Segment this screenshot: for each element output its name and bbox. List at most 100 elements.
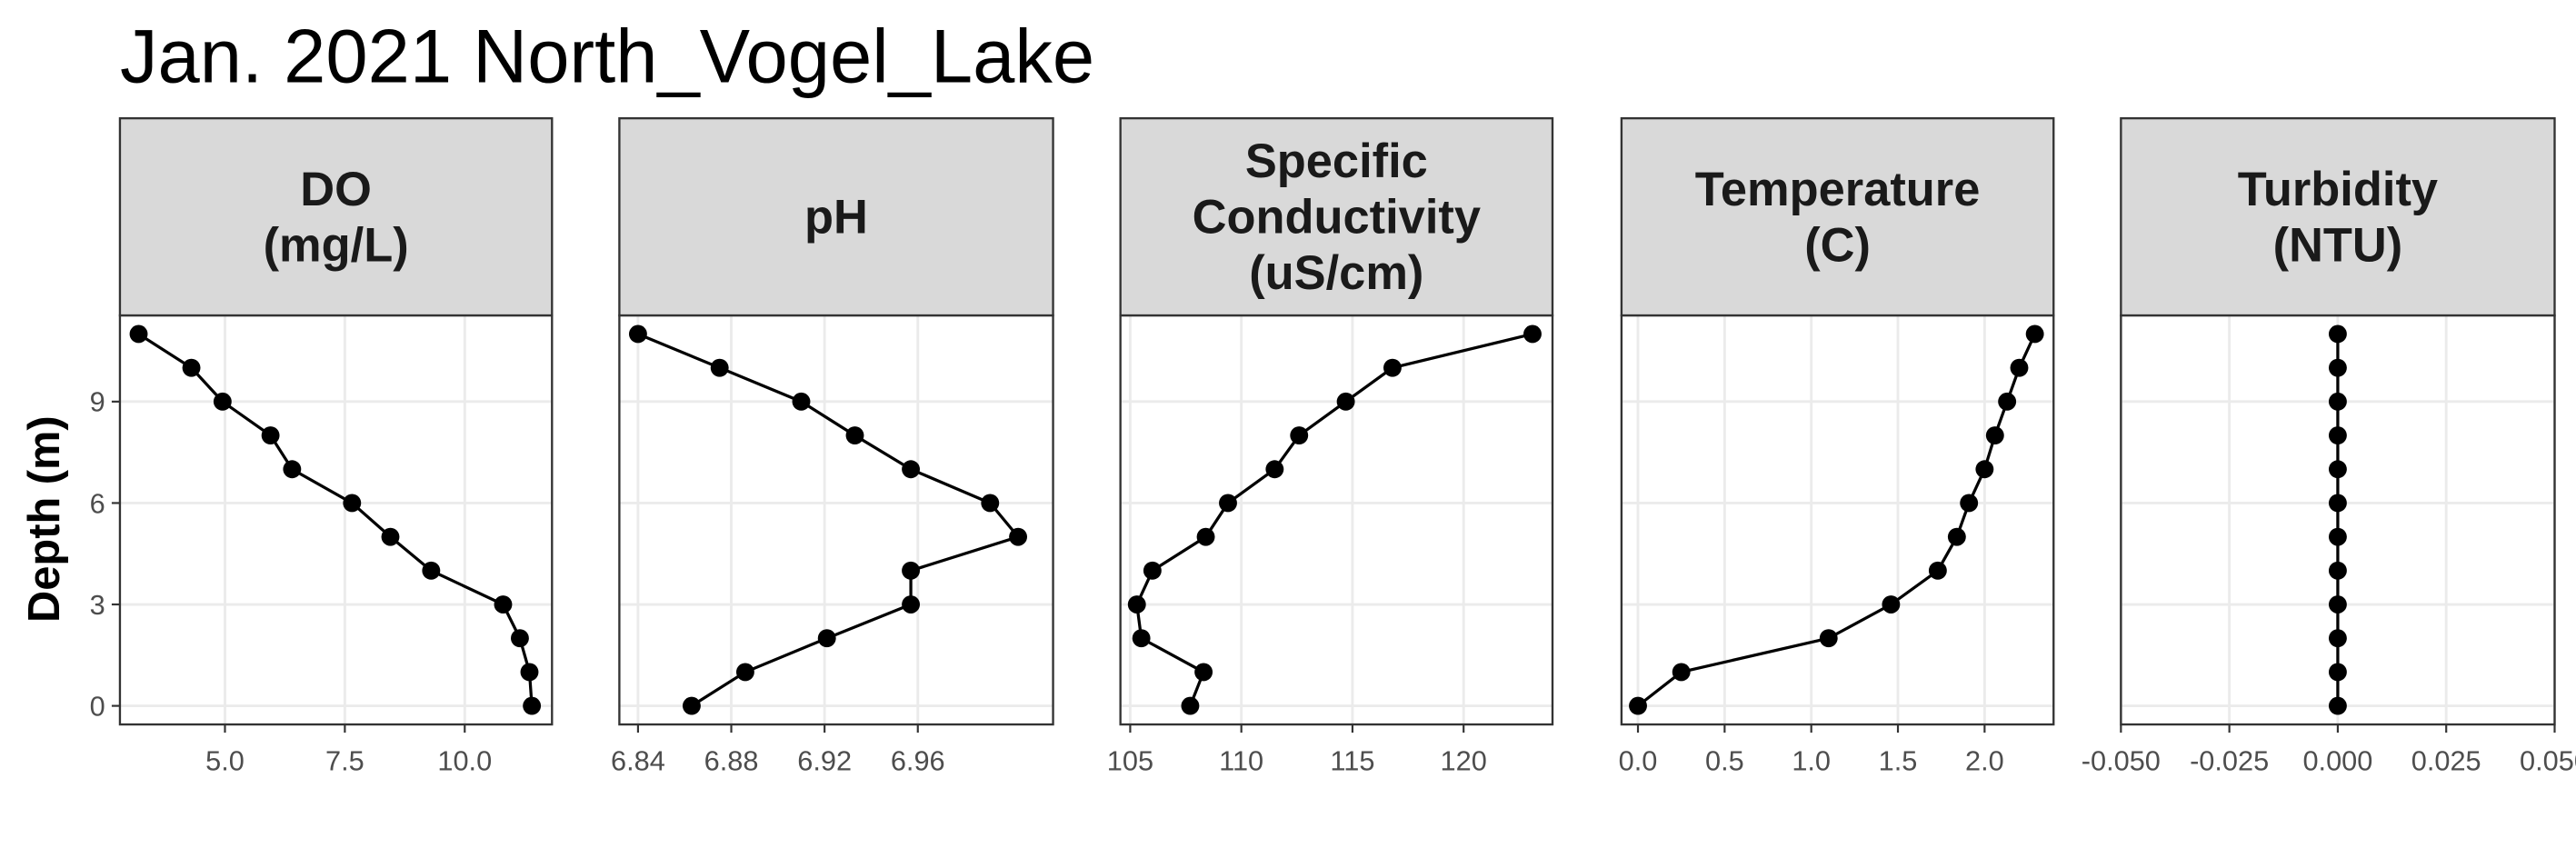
- data-point: [1960, 494, 1979, 513]
- data-point: [2328, 629, 2347, 648]
- data-point: [1882, 595, 1901, 614]
- y-tick-label: 0: [90, 690, 105, 722]
- data-point: [710, 358, 729, 377]
- data-point: [511, 629, 529, 648]
- data-point: [1523, 324, 1542, 344]
- data-point: [2328, 561, 2347, 580]
- x-tick-label: 110: [1219, 745, 1263, 777]
- data-point: [261, 426, 280, 444]
- panel-background: [1120, 315, 1553, 725]
- data-point: [1265, 460, 1284, 479]
- data-point: [523, 696, 542, 715]
- data-point: [213, 392, 232, 411]
- x-tick-label: 0.5: [1705, 745, 1744, 777]
- strip-background: [1620, 116, 2055, 317]
- data-point: [902, 561, 920, 580]
- data-point: [2328, 392, 2347, 411]
- y-tick-label: 6: [90, 487, 105, 519]
- data-point: [2010, 358, 2029, 377]
- data-point: [494, 595, 513, 614]
- x-tick-label: 0.000: [2302, 745, 2372, 777]
- data-point: [1132, 629, 1151, 648]
- data-point: [1383, 358, 1402, 377]
- data-point: [422, 561, 441, 580]
- data-point: [682, 696, 701, 715]
- panel-background: [619, 315, 1053, 725]
- data-point: [2328, 494, 2347, 513]
- data-point: [2328, 696, 2347, 715]
- data-point: [1290, 426, 1309, 444]
- data-point: [2328, 663, 2347, 682]
- data-point: [902, 460, 920, 479]
- data-point: [1975, 460, 1994, 479]
- data-point: [902, 595, 920, 614]
- data-point: [1219, 494, 1237, 513]
- data-point: [1336, 392, 1355, 411]
- y-tick-label: 3: [90, 589, 105, 621]
- x-tick-label: 6.96: [891, 745, 945, 777]
- data-point: [2328, 324, 2347, 344]
- x-tick-label: -0.025: [2190, 745, 2269, 777]
- data-line: [1135, 332, 1533, 707]
- data-point: [182, 358, 201, 377]
- x-tick-label: 1.0: [1792, 745, 1831, 777]
- x-tick-label: -0.050: [2082, 745, 2161, 777]
- data-point: [628, 324, 647, 344]
- strip-title: Temperature (C): [1695, 164, 1981, 272]
- data-point: [343, 494, 362, 513]
- data-line: [637, 332, 1021, 707]
- data-point: [1928, 561, 1947, 580]
- y-axis-label: Depth (m): [20, 415, 69, 623]
- x-tick-label: 120: [1441, 745, 1487, 777]
- y-tick-label: 9: [90, 386, 105, 418]
- data-point: [1672, 663, 1691, 682]
- strip-background: [118, 116, 554, 317]
- data-point: [1819, 629, 1838, 648]
- strip-title: DO (mg/L): [264, 164, 409, 272]
- x-tick-label: 10.0: [437, 745, 492, 777]
- data-point: [981, 494, 1000, 513]
- x-tick-label: 0.0: [1619, 745, 1658, 777]
- x-tick-label: 0.025: [2411, 745, 2481, 777]
- data-point: [283, 460, 302, 479]
- panel-background: [119, 315, 553, 725]
- data-point: [2025, 324, 2044, 344]
- x-tick-label: 105: [1107, 745, 1153, 777]
- data-point: [1127, 595, 1146, 614]
- data-point: [2328, 460, 2347, 479]
- data-point: [2328, 527, 2347, 546]
- data-point: [817, 629, 836, 648]
- x-tick-label: 5.0: [205, 745, 245, 777]
- data-point: [1194, 663, 1213, 682]
- data-point: [735, 663, 754, 682]
- x-tick-label: 6.88: [704, 745, 759, 777]
- strip-title: Turbidity (NTU): [2238, 164, 2438, 272]
- panel-background: [1621, 315, 2054, 725]
- data-point: [129, 324, 148, 344]
- chart-title: Jan. 2021 North_Vogel_Lake: [120, 14, 1094, 98]
- x-tick-label: 0.050: [2520, 745, 2576, 777]
- data-point: [1947, 527, 1966, 546]
- x-tick-label: 6.84: [611, 745, 665, 777]
- data-point: [2328, 426, 2347, 444]
- data-point: [1985, 426, 2004, 444]
- data-point: [1196, 527, 1215, 546]
- strip-background: [618, 116, 1054, 317]
- data-point: [1143, 561, 1162, 580]
- strip-background: [2120, 116, 2556, 317]
- x-tick-label: 6.92: [797, 745, 852, 777]
- data-point: [792, 392, 811, 411]
- strip-background: [1119, 116, 1554, 317]
- x-tick-label: 2.0: [1965, 745, 2004, 777]
- strip-title: pH: [804, 192, 868, 244]
- data-point: [1998, 392, 2017, 411]
- data-point: [1009, 527, 1028, 546]
- data-point: [381, 527, 400, 546]
- x-tick-label: 1.5: [1879, 745, 1918, 777]
- x-tick-label: 7.5: [325, 745, 364, 777]
- data-point: [845, 426, 864, 444]
- data-point: [1629, 696, 1647, 715]
- data-point: [2328, 595, 2347, 614]
- data-point: [2328, 358, 2347, 377]
